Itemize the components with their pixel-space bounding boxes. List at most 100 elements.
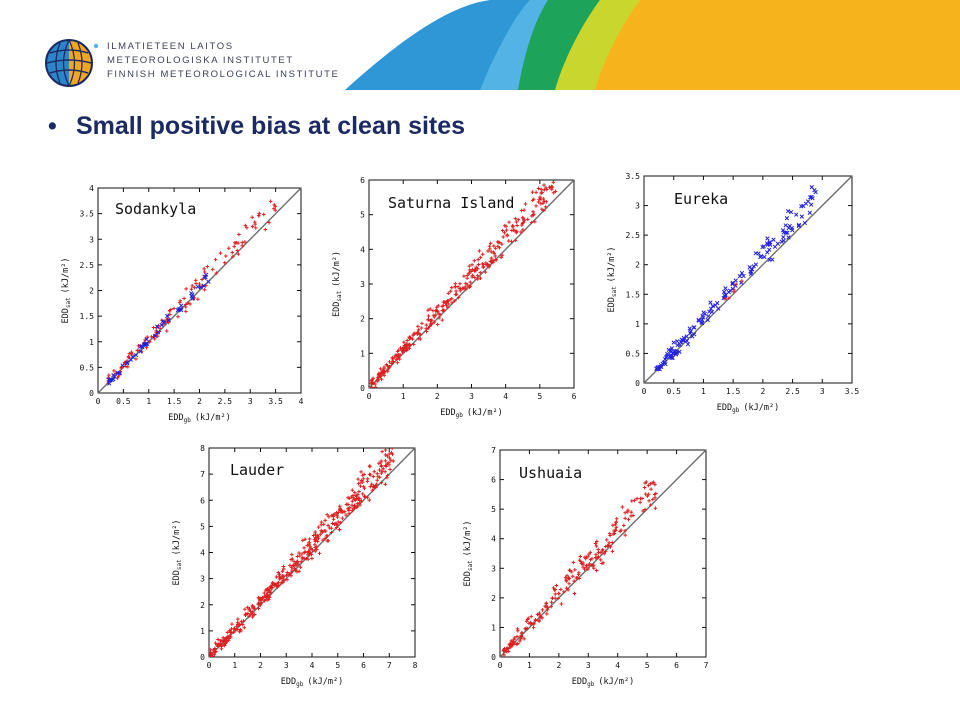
- data-point: [219, 646, 224, 651]
- y-tick-label: 5: [200, 522, 205, 531]
- data-point: [280, 574, 285, 578]
- data-point: [545, 607, 550, 612]
- data-point: [536, 200, 541, 204]
- data-point: [426, 318, 430, 322]
- data-point: [395, 353, 400, 358]
- data-point: [468, 284, 473, 289]
- x-tick-label: 1: [232, 661, 237, 670]
- data-point: [371, 484, 376, 488]
- y-tick-label: 1: [200, 627, 205, 636]
- data-point: [492, 244, 496, 248]
- data-point: [209, 654, 213, 657]
- data-point: [352, 497, 357, 502]
- data-point: [491, 260, 495, 265]
- data-point: [383, 482, 388, 487]
- data-point: [212, 652, 217, 657]
- data-point: [237, 232, 241, 237]
- data-point: [269, 591, 273, 595]
- data-point: [588, 550, 593, 555]
- data-point: [514, 220, 519, 224]
- data-point: [502, 230, 507, 235]
- data-point: [356, 496, 361, 501]
- data-point: [536, 186, 541, 191]
- data-point: [594, 568, 599, 573]
- data-point: [302, 546, 306, 550]
- data-point: [476, 277, 480, 281]
- data-point: [147, 340, 152, 344]
- data-point: [427, 324, 432, 329]
- data-point: [437, 316, 441, 320]
- data-point: [403, 343, 407, 348]
- data-point: [554, 583, 559, 588]
- y-tick-label: 2.5: [626, 231, 641, 240]
- data-point: [213, 257, 218, 262]
- data-point: [629, 499, 634, 503]
- data-point: [813, 189, 818, 195]
- data-point: [647, 499, 651, 503]
- data-point: [360, 492, 365, 496]
- scatter-points: [501, 480, 658, 657]
- y-tick-label: 0: [491, 653, 496, 662]
- data-point: [401, 350, 405, 355]
- data-point: [666, 347, 671, 353]
- data-point: [573, 568, 577, 572]
- data-point: [390, 452, 395, 457]
- data-point: [509, 639, 514, 643]
- data-point: [237, 629, 242, 634]
- data-point: [623, 510, 627, 515]
- data-point: [134, 357, 138, 361]
- x-tick-label: 2: [197, 397, 202, 406]
- data-point: [458, 288, 463, 293]
- data-point: [614, 516, 619, 521]
- data-point: [367, 498, 372, 502]
- data-point: [784, 216, 790, 221]
- data-point: [236, 241, 240, 245]
- data-point: [256, 606, 261, 611]
- x-tick-label: 5: [645, 661, 650, 670]
- data-point: [419, 326, 424, 330]
- data-point: [369, 482, 374, 486]
- data-point: [653, 482, 657, 487]
- data-point: [551, 191, 556, 195]
- data-point: [747, 265, 752, 270]
- data-point: [570, 574, 575, 579]
- data-point: [584, 565, 588, 570]
- data-point: [202, 287, 207, 292]
- data-point: [253, 226, 258, 230]
- data-point: [380, 469, 384, 474]
- data-point: [688, 329, 693, 334]
- data-point: [214, 271, 219, 275]
- chart-title: Lauder: [230, 461, 284, 479]
- bullet-heading: • Small positive bias at clean sites: [48, 112, 465, 141]
- data-point: [472, 275, 477, 280]
- data-point: [387, 456, 392, 460]
- data-point: [285, 577, 289, 582]
- data-point: [613, 522, 618, 527]
- data-point: [426, 308, 430, 313]
- data-point: [435, 322, 440, 327]
- data-point: [400, 348, 404, 353]
- data-point: [537, 618, 542, 622]
- chart-title: Eureka: [674, 190, 728, 208]
- scatter-points: [654, 185, 818, 372]
- data-point: [236, 617, 240, 621]
- data-point: [434, 313, 438, 317]
- data-point: [384, 362, 389, 367]
- data-point: [356, 492, 360, 497]
- data-point: [250, 224, 255, 229]
- data-point: [614, 520, 618, 525]
- data-point: [598, 558, 603, 562]
- data-point: [155, 324, 160, 329]
- y-tick-label: 4: [89, 184, 94, 193]
- data-point: [544, 200, 549, 204]
- data-point: [472, 258, 477, 263]
- data-point: [230, 622, 234, 626]
- data-point: [405, 338, 410, 343]
- data-point: [232, 244, 237, 249]
- data-point: [450, 300, 454, 305]
- scatter-chart-eureka: 0 0.5 1 1.5 2 2.5 3 3.5 0 0.5 1 1.5 2 2.5 3 3.5 Eureka ED…: [607, 172, 859, 414]
- data-point: [500, 228, 505, 233]
- data-point: [488, 241, 493, 246]
- data-point: [247, 614, 251, 619]
- y-axis-label-sub: sat: [467, 560, 474, 571]
